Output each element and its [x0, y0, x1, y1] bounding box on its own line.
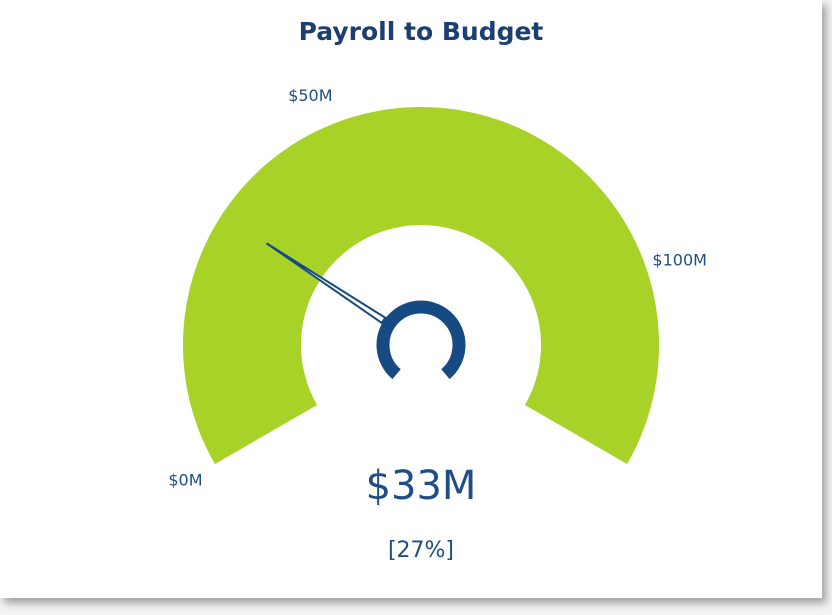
tick-label: $50M — [288, 86, 332, 105]
tick-label: $100M — [652, 250, 707, 269]
card — [0, 0, 822, 598]
chart-title: Payroll to Budget — [299, 17, 544, 46]
needle-hub — [376, 300, 466, 380]
percent-label: [27%] — [388, 538, 454, 563]
gauge-band — [183, 107, 660, 464]
value-label: $33M — [366, 463, 477, 509]
tick-label: $0M — [168, 471, 202, 490]
needle — [265, 242, 387, 325]
